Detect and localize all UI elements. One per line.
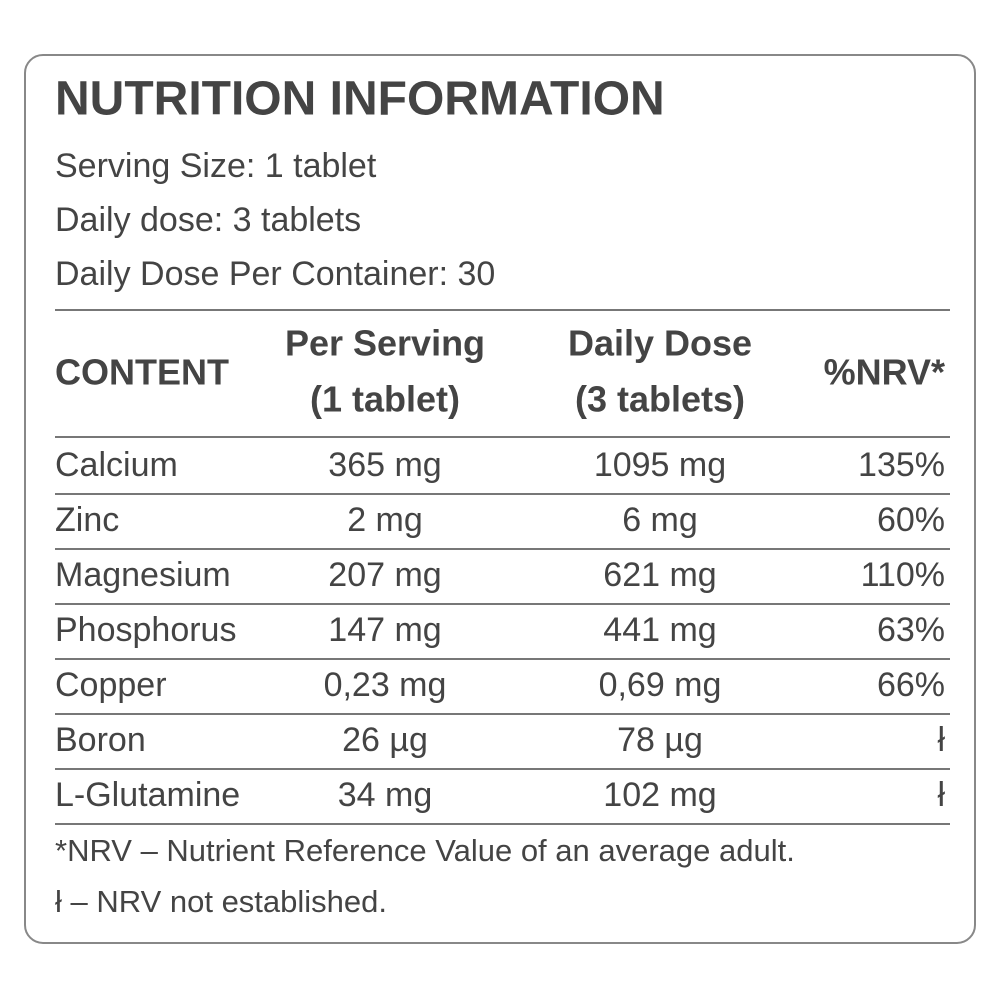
nutrient-name: Copper (55, 666, 167, 704)
column-header: (1 tablet) (310, 379, 460, 420)
nutrient-value: 34 mg (338, 776, 433, 814)
column-header: %NRV* (824, 352, 945, 393)
nutrient-value: 2 mg (347, 501, 423, 539)
nutrient-value: 0,23 mg (324, 666, 447, 704)
column-header: (3 tablets) (575, 379, 745, 420)
column-header: Per Serving (285, 323, 485, 364)
footnote: *NRV – Nutrient Reference Value of an av… (55, 833, 795, 868)
nutrient-value: 60% (877, 501, 945, 539)
title: NUTRITION INFORMATION (55, 73, 665, 126)
column-header: CONTENT (55, 352, 229, 393)
nutrient-value: ł (937, 721, 945, 759)
nutrient-value: 441 mg (603, 611, 716, 649)
nutrient-name: Magnesium (55, 556, 231, 594)
nutrient-value: 110% (861, 556, 945, 594)
footnote: ł – NRV not established. (55, 884, 387, 919)
column-header: Daily Dose (568, 323, 752, 364)
nutrient-name: L-Glutamine (55, 776, 240, 814)
nutrient-value: 102 mg (603, 776, 716, 814)
nutrient-value: 1095 mg (594, 446, 726, 484)
serving-info: Serving Size: 1 tablet (55, 147, 377, 185)
label-border (24, 54, 976, 944)
nutrient-value: 26 µg (342, 721, 428, 759)
nutrient-value: 147 mg (328, 611, 441, 649)
nutrient-value: 207 mg (328, 556, 441, 594)
serving-info: Daily Dose Per Container: 30 (55, 255, 495, 293)
nutrient-value: 6 mg (622, 501, 698, 539)
nutrient-value: 0,69 mg (599, 666, 722, 704)
serving-info: Daily dose: 3 tablets (55, 201, 361, 239)
nutrient-name: Zinc (55, 501, 119, 539)
nutrient-value: ł (937, 776, 945, 814)
nutrient-value: 365 mg (328, 446, 441, 484)
nutrient-name: Calcium (55, 446, 178, 484)
nutrient-name: Phosphorus (55, 611, 236, 649)
nutrient-value: 63% (877, 611, 945, 649)
nutrient-name: Boron (55, 721, 146, 759)
nutrient-value: 78 µg (617, 721, 703, 759)
nutrient-value: 621 mg (603, 556, 716, 594)
nutrient-value: 66% (877, 666, 945, 704)
nutrient-value: 135% (858, 446, 945, 484)
